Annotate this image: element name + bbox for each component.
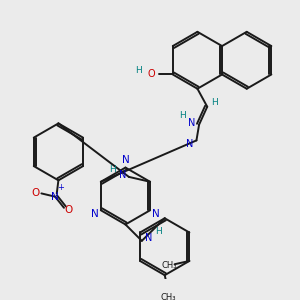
Text: N: N	[91, 209, 98, 219]
Text: H: H	[135, 66, 142, 75]
Text: H: H	[109, 165, 116, 174]
Text: O: O	[64, 206, 73, 215]
Text: N: N	[145, 232, 153, 243]
Text: H: H	[211, 98, 218, 107]
Text: N: N	[186, 139, 193, 149]
Text: N: N	[122, 155, 129, 165]
Text: +: +	[58, 183, 64, 192]
Text: CH₃: CH₃	[160, 292, 176, 300]
Text: N: N	[188, 118, 196, 128]
Text: O: O	[32, 188, 40, 198]
Text: H: H	[179, 111, 185, 120]
Text: H: H	[155, 226, 162, 236]
Text: N: N	[152, 209, 160, 219]
Text: O: O	[148, 70, 155, 80]
Text: N: N	[119, 170, 127, 180]
Text: CH₃: CH₃	[161, 261, 176, 270]
Text: N: N	[51, 192, 59, 202]
